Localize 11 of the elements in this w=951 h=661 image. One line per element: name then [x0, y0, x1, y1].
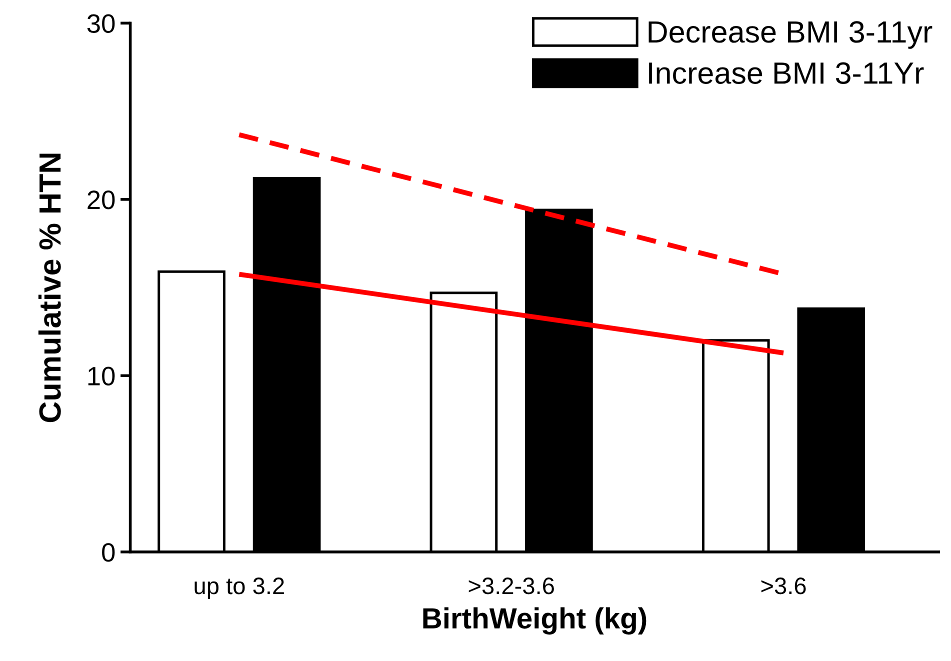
y-tick-label: 0 [102, 543, 115, 562]
legend-label: Decrease BMI 3-11yr [648, 21, 932, 49]
x-axis-title: BirthWeight (kg) [423, 607, 646, 635]
x-tick-label: >3.2-3.6 [468, 578, 554, 594]
x-tick-label: up to 3.2 [194, 578, 284, 599]
y-tick-label: 10 [88, 366, 115, 386]
legend-label: Increase BMI 3-11Yr [649, 62, 924, 84]
y-tick-label: 20 [88, 190, 115, 210]
y-tick-label: 30 [87, 14, 115, 33]
y-axis-title: Cumulative % HTN [38, 154, 61, 422]
x-tick-label: >3.6 [761, 578, 806, 594]
